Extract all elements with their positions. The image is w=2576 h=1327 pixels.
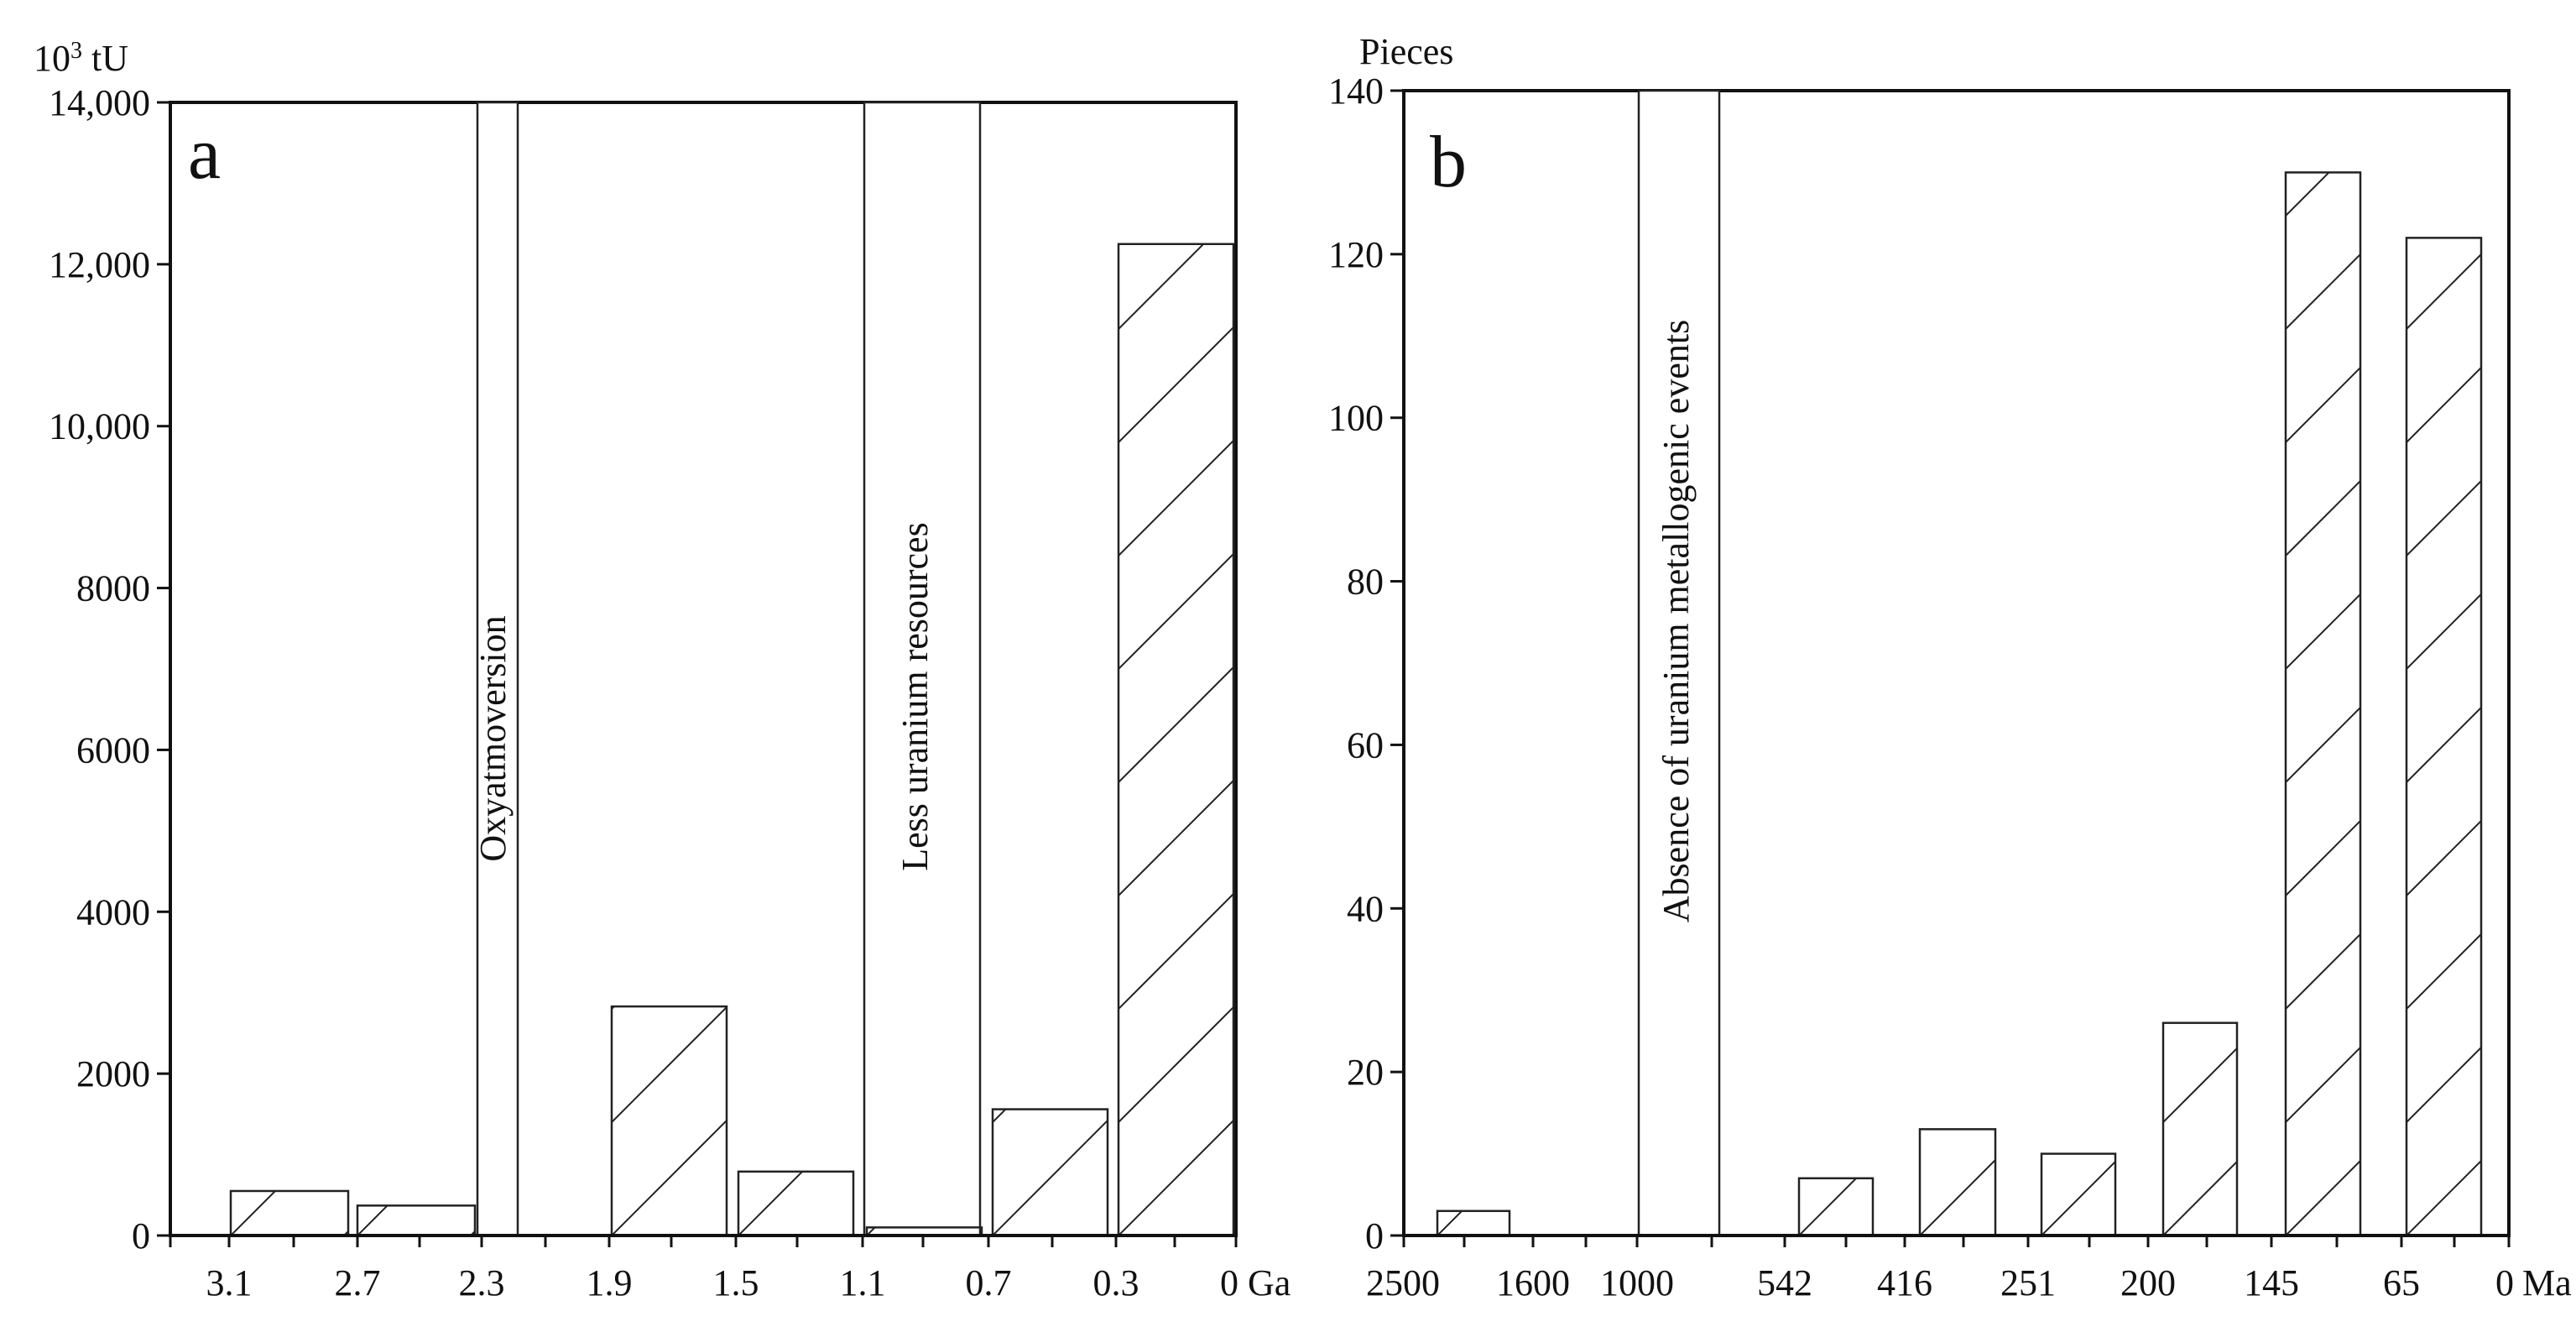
bar bbox=[1797, 1177, 1875, 1236]
bar bbox=[2161, 1021, 2239, 1236]
x-tick-label: 1.5 bbox=[713, 1262, 759, 1303]
band-rect bbox=[863, 101, 982, 1237]
y-tick-label: 12,000 bbox=[49, 244, 150, 285]
bar bbox=[2405, 237, 2483, 1236]
chart-panel-a: Oxyatmoversion Less uranium resources 0 20… bbox=[34, 38, 1291, 1304]
bar-hatch bbox=[612, 1006, 727, 1236]
bar bbox=[2040, 1152, 2117, 1236]
x-tick-label: 2.3 bbox=[459, 1262, 505, 1303]
x-tick-label: 0 bbox=[1220, 1262, 1238, 1303]
y-axis-a: 0 2000 4000 6000 8000 10,000 12,000 14,000 bbox=[49, 82, 170, 1256]
y-tick-label: 14,000 bbox=[49, 82, 150, 123]
y-tick-label: 0 bbox=[132, 1215, 150, 1256]
bar-outline bbox=[1797, 1177, 1875, 1236]
band-label: Less uranium resources bbox=[894, 522, 936, 870]
x-tick-label: 542 bbox=[1757, 1262, 1812, 1303]
x-tick-label: 0 bbox=[2495, 1262, 2514, 1303]
y-tick-label: 20 bbox=[1347, 1052, 1384, 1093]
x-tick-label: 3.1 bbox=[206, 1262, 253, 1303]
bar-hatch bbox=[1437, 1210, 1463, 1236]
bar-outline bbox=[356, 1204, 477, 1236]
y-tick-label: 10,000 bbox=[49, 406, 150, 447]
x-tick-label: 2.7 bbox=[335, 1262, 381, 1303]
plot-frame-a bbox=[169, 101, 1238, 1237]
y-axis-b: 0 20 40 60 80 100 120 140 bbox=[1328, 71, 1404, 1256]
x-tick-label: 0.3 bbox=[1093, 1262, 1139, 1303]
band-rect bbox=[1637, 89, 1721, 1237]
y-tick-label: 6000 bbox=[76, 729, 150, 771]
bar-hatch bbox=[993, 1109, 1108, 1236]
bar-hatch bbox=[2407, 253, 2481, 1236]
x-tick-label: 1.1 bbox=[840, 1262, 886, 1303]
bar-hatch bbox=[2286, 172, 2360, 1236]
band-label: Oxyatmoversion bbox=[472, 615, 514, 861]
bar-outline bbox=[2040, 1152, 2117, 1236]
band-label: Absence of uranium metallogenic events bbox=[1656, 320, 1697, 922]
bands-a: Oxyatmoversion Less uranium resources bbox=[472, 101, 982, 1237]
y-tick-label: 8000 bbox=[76, 568, 150, 609]
x-tick-label: 416 bbox=[1877, 1262, 1932, 1303]
bar-hatch bbox=[738, 1171, 853, 1236]
x-tick-label: 145 bbox=[2244, 1262, 2299, 1303]
y-tick-label: 80 bbox=[1347, 562, 1384, 603]
x-tick-label: 0.7 bbox=[966, 1262, 1012, 1303]
bar-hatch bbox=[2042, 1161, 2115, 1236]
bar-outline bbox=[2161, 1021, 2239, 1236]
bar-hatch bbox=[1920, 1159, 1995, 1236]
bar bbox=[1436, 1209, 1511, 1236]
bar-outline bbox=[737, 1170, 855, 1236]
y-tick-label: 40 bbox=[1347, 888, 1384, 929]
y-tick-label: 4000 bbox=[76, 891, 150, 933]
x-axis-a: 3.1 2.7 2.3 1.9 1.5 1.1 0.7 0.3 0 bbox=[169, 1234, 1238, 1303]
x-tick-label: 200 bbox=[2120, 1262, 2176, 1303]
bar-hatch bbox=[231, 1190, 348, 1236]
bar-outline bbox=[991, 1108, 1109, 1236]
bar-outline bbox=[229, 1189, 350, 1236]
x-tick-label: 1.9 bbox=[587, 1262, 633, 1303]
bar-hatch bbox=[1119, 243, 1233, 1236]
bar bbox=[2284, 171, 2362, 1236]
x-tick-label: 2500 bbox=[1366, 1262, 1440, 1303]
bands-b: Absence of uranium metallogenic events bbox=[1637, 89, 1721, 1237]
bars-b bbox=[1436, 171, 2483, 1236]
x-tick-label: 65 bbox=[2383, 1262, 2420, 1303]
chart-panel-b: Absence of uranium metallogenic events 0… bbox=[1328, 31, 2572, 1303]
bar-outline bbox=[865, 1226, 983, 1236]
y-tick-label: 100 bbox=[1328, 398, 1384, 439]
y-tick-label: 0 bbox=[1365, 1215, 1384, 1256]
x-axis-unit-a: Ga bbox=[1248, 1262, 1291, 1303]
x-axis-b: 2500 1600 1000 542 416 251 200 145 65 0 bbox=[1366, 1234, 2514, 1303]
bar-hatch bbox=[357, 1205, 475, 1236]
bar-outline bbox=[2284, 171, 2362, 1236]
bar-outline bbox=[610, 1005, 728, 1236]
bar bbox=[1117, 243, 1235, 1236]
bar bbox=[1918, 1128, 1997, 1236]
bar-hatch bbox=[2163, 1047, 2237, 1236]
bars-a bbox=[229, 243, 1235, 1236]
panel-letter-a: a bbox=[188, 113, 221, 195]
x-tick-label: 251 bbox=[2000, 1262, 2056, 1303]
bar-outline bbox=[1117, 243, 1235, 1236]
y-axis-title-a: 103 tU bbox=[34, 38, 128, 80]
y-tick-label: 60 bbox=[1347, 724, 1384, 765]
panel-letter-b: b bbox=[1430, 122, 1467, 203]
y-tick-label: 2000 bbox=[76, 1053, 150, 1095]
x-tick-label: 1000 bbox=[1600, 1262, 1674, 1303]
y-tick-label: 140 bbox=[1328, 71, 1384, 112]
bar-hatch bbox=[1799, 1178, 1858, 1236]
y-tick-label: 120 bbox=[1328, 234, 1384, 275]
bar bbox=[610, 1005, 728, 1236]
bar bbox=[865, 1226, 983, 1236]
x-tick-label: 1600 bbox=[1496, 1262, 1570, 1303]
band-rect bbox=[476, 101, 519, 1237]
y-axis-title-b: Pieces bbox=[1359, 31, 1453, 72]
x-axis-unit-b: Ma bbox=[2522, 1262, 2572, 1303]
bar-outline bbox=[1918, 1128, 1997, 1236]
bar-outline bbox=[1436, 1209, 1511, 1236]
